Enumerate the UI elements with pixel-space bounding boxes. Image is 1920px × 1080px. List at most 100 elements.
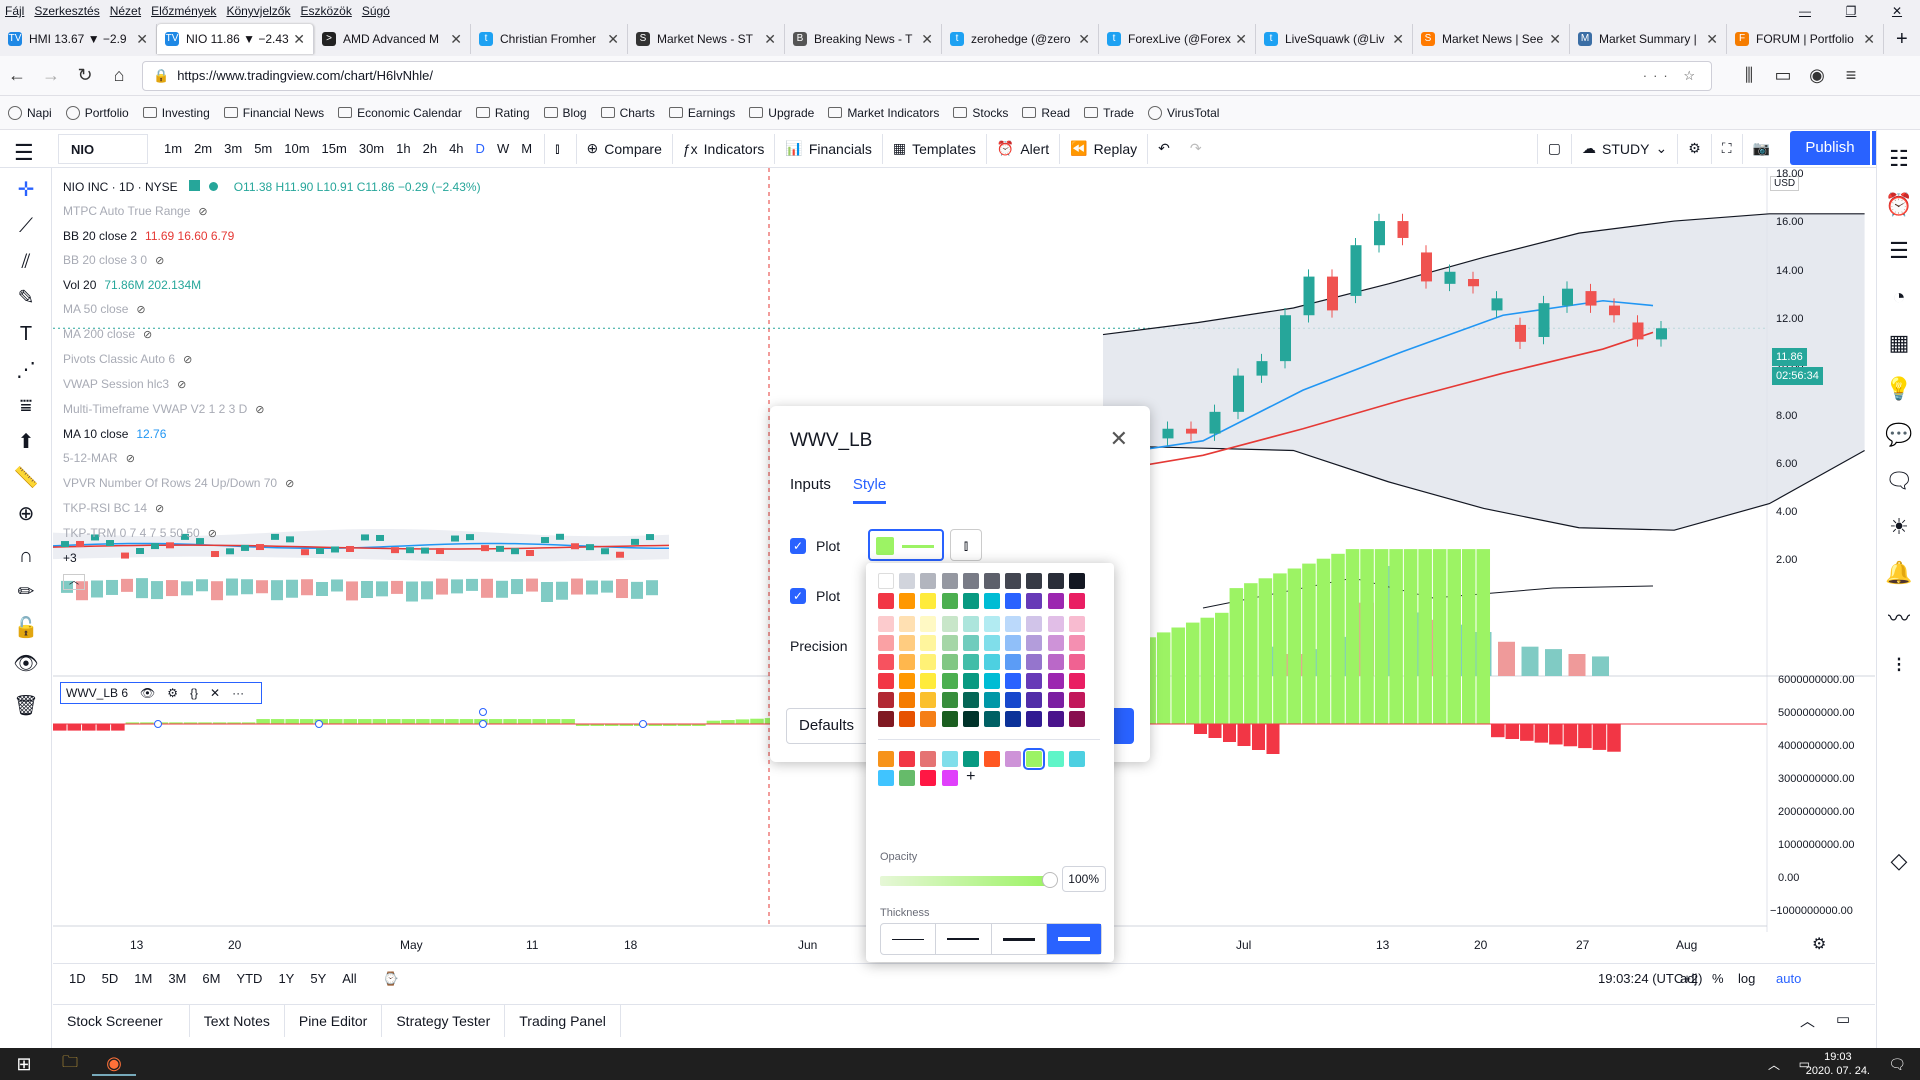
color-swatch[interactable]: [942, 573, 958, 589]
bottom-tab[interactable]: Strategy Tester: [382, 1005, 505, 1037]
color-swatch[interactable]: [1005, 573, 1021, 589]
range-5D[interactable]: 5D: [94, 971, 127, 986]
color-swatch[interactable]: [984, 573, 1000, 589]
lock-drawings-icon[interactable]: 🔓: [0, 610, 52, 646]
menu-view[interactable]: Nézet: [105, 4, 146, 18]
color-swatch[interactable]: [878, 593, 894, 609]
color-swatch[interactable]: [1069, 654, 1085, 670]
browser-tab[interactable]: TV NIO 11.86 ▼ −2.43 ✕: [157, 24, 314, 54]
new-tab-icon[interactable]: +: [1884, 28, 1920, 51]
tab-inputs[interactable]: Inputs: [790, 476, 831, 504]
bookmark-item[interactable]: Trade: [1084, 106, 1134, 120]
custom-color-swatch[interactable]: [899, 770, 915, 786]
tab-close-icon[interactable]: ✕: [1863, 31, 1875, 48]
streams-icon[interactable]: ☀: [1877, 504, 1920, 550]
account-icon[interactable]: ◉: [1800, 65, 1834, 86]
custom-color-swatch[interactable]: [1048, 751, 1064, 767]
financials-button[interactable]: 📊 Financials: [774, 134, 881, 164]
prediction-icon[interactable]: ⩸: [0, 388, 52, 424]
color-swatch[interactable]: [920, 573, 936, 589]
color-swatch[interactable]: [942, 673, 958, 689]
interval-10m[interactable]: 10m: [278, 141, 315, 156]
checkbox-checked-icon[interactable]: ✓: [790, 538, 806, 554]
custom-color-swatch[interactable]: [1026, 751, 1042, 767]
browser-tab[interactable]: F FORUM | Portfolio ✕: [1727, 24, 1884, 54]
color-swatch[interactable]: [984, 593, 1000, 609]
tab-close-icon[interactable]: ✕: [1549, 31, 1561, 48]
tab-style[interactable]: Style: [853, 476, 886, 504]
tab-close-icon[interactable]: ✕: [136, 31, 148, 48]
eye-crossed-icon[interactable]: ⊘: [136, 304, 145, 316]
bookmark-item[interactable]: Charts: [601, 106, 655, 120]
menu-help[interactable]: Súgó: [357, 4, 395, 18]
library-icon[interactable]: ⫼: [1732, 65, 1766, 86]
opacity-slider-handle[interactable]: [1042, 872, 1058, 888]
bookmark-item[interactable]: Portfolio: [66, 106, 129, 120]
indicator-chip[interactable]: WWV_LB 6 👁 ⚙ {} ✕ ···: [60, 682, 262, 704]
interval-30m[interactable]: 30m: [353, 141, 390, 156]
color-swatch[interactable]: [920, 692, 936, 708]
color-swatch[interactable]: [963, 654, 979, 670]
color-swatch[interactable]: [1069, 692, 1085, 708]
bookmark-item[interactable]: Stocks: [953, 106, 1008, 120]
color-swatch[interactable]: [942, 692, 958, 708]
source-code-icon[interactable]: {}: [190, 686, 198, 700]
eye-crossed-icon[interactable]: ⊘: [208, 528, 217, 540]
range-3M[interactable]: 3M: [160, 971, 194, 986]
notification-center-icon[interactable]: 🗨: [1888, 1056, 1906, 1073]
color-swatch[interactable]: [1005, 692, 1021, 708]
color-swatch[interactable]: [878, 573, 894, 589]
browser-tab[interactable]: TV HMI 13.67 ▼ −2.9 ✕: [0, 24, 157, 54]
tab-close-icon[interactable]: ✕: [1078, 31, 1090, 48]
tab-close-icon[interactable]: ✕: [450, 31, 462, 48]
opacity-slider[interactable]: [880, 876, 1048, 886]
color-swatch[interactable]: [899, 593, 915, 609]
color-swatch[interactable]: [878, 654, 894, 670]
color-swatch[interactable]: [963, 593, 979, 609]
eye-crossed-icon[interactable]: ⊘: [285, 478, 294, 490]
color-swatch[interactable]: [1026, 673, 1042, 689]
custom-color-swatch[interactable]: [920, 751, 936, 767]
color-picker-button[interactable]: [868, 529, 944, 561]
color-swatch[interactable]: [984, 654, 1000, 670]
messages-icon[interactable]: 🗨: [1877, 458, 1920, 504]
bottom-tab[interactable]: Trading Panel: [505, 1005, 621, 1037]
color-swatch[interactable]: [899, 692, 915, 708]
compare-button[interactable]: ⊕ Compare: [576, 134, 672, 164]
menu-file[interactable]: Fájl: [0, 4, 29, 18]
dom-icon[interactable]: ⁝: [1877, 642, 1920, 688]
bottom-tab[interactable]: Pine Editor: [285, 1005, 382, 1037]
crosshair-icon[interactable]: ✛: [0, 172, 52, 208]
eye-crossed-icon[interactable]: ⊘: [183, 354, 192, 366]
color-swatch[interactable]: [878, 673, 894, 689]
trash-icon[interactable]: 🗑: [0, 688, 52, 724]
bottom-tab[interactable]: Stock Screener: [53, 1005, 190, 1037]
range-1D[interactable]: 1D: [61, 971, 94, 986]
browser-tab[interactable]: S Market News - ST ✕: [628, 24, 785, 54]
menu-hamburger-icon[interactable]: ☰: [14, 140, 34, 166]
tab-close-icon[interactable]: ✕: [1392, 31, 1404, 48]
gear-icon[interactable]: ⚙: [167, 686, 178, 700]
browser-tab[interactable]: M Market Summary | ✕: [1570, 24, 1727, 54]
text-icon[interactable]: T: [0, 316, 52, 352]
range-1Y[interactable]: 1Y: [270, 971, 302, 986]
color-swatch[interactable]: [899, 635, 915, 651]
color-swatch[interactable]: [1005, 654, 1021, 670]
fullscreen-button[interactable]: ⛶: [1711, 134, 1742, 164]
eye-crossed-icon[interactable]: ⊘: [255, 404, 264, 416]
color-swatch[interactable]: [878, 711, 894, 727]
color-swatch[interactable]: [920, 635, 936, 651]
axis-option-adj[interactable]: adj: [1680, 971, 1697, 986]
range-1M[interactable]: 1M: [126, 971, 160, 986]
range-5Y[interactable]: 5Y: [302, 971, 334, 986]
ruler-icon[interactable]: 📏: [0, 460, 52, 496]
eye-icon[interactable]: 👁: [140, 686, 155, 700]
color-swatch[interactable]: [1026, 654, 1042, 670]
color-swatch[interactable]: [1048, 616, 1064, 632]
minimize-button[interactable]: —: [1782, 0, 1828, 22]
thickness-4[interactable]: [1047, 924, 1101, 954]
legend-item[interactable]: MTPC Auto True Range ⊘: [63, 199, 481, 224]
color-swatch[interactable]: [963, 616, 979, 632]
eye-crossed-icon[interactable]: ⊘: [126, 453, 135, 465]
color-swatch[interactable]: [1048, 711, 1064, 727]
